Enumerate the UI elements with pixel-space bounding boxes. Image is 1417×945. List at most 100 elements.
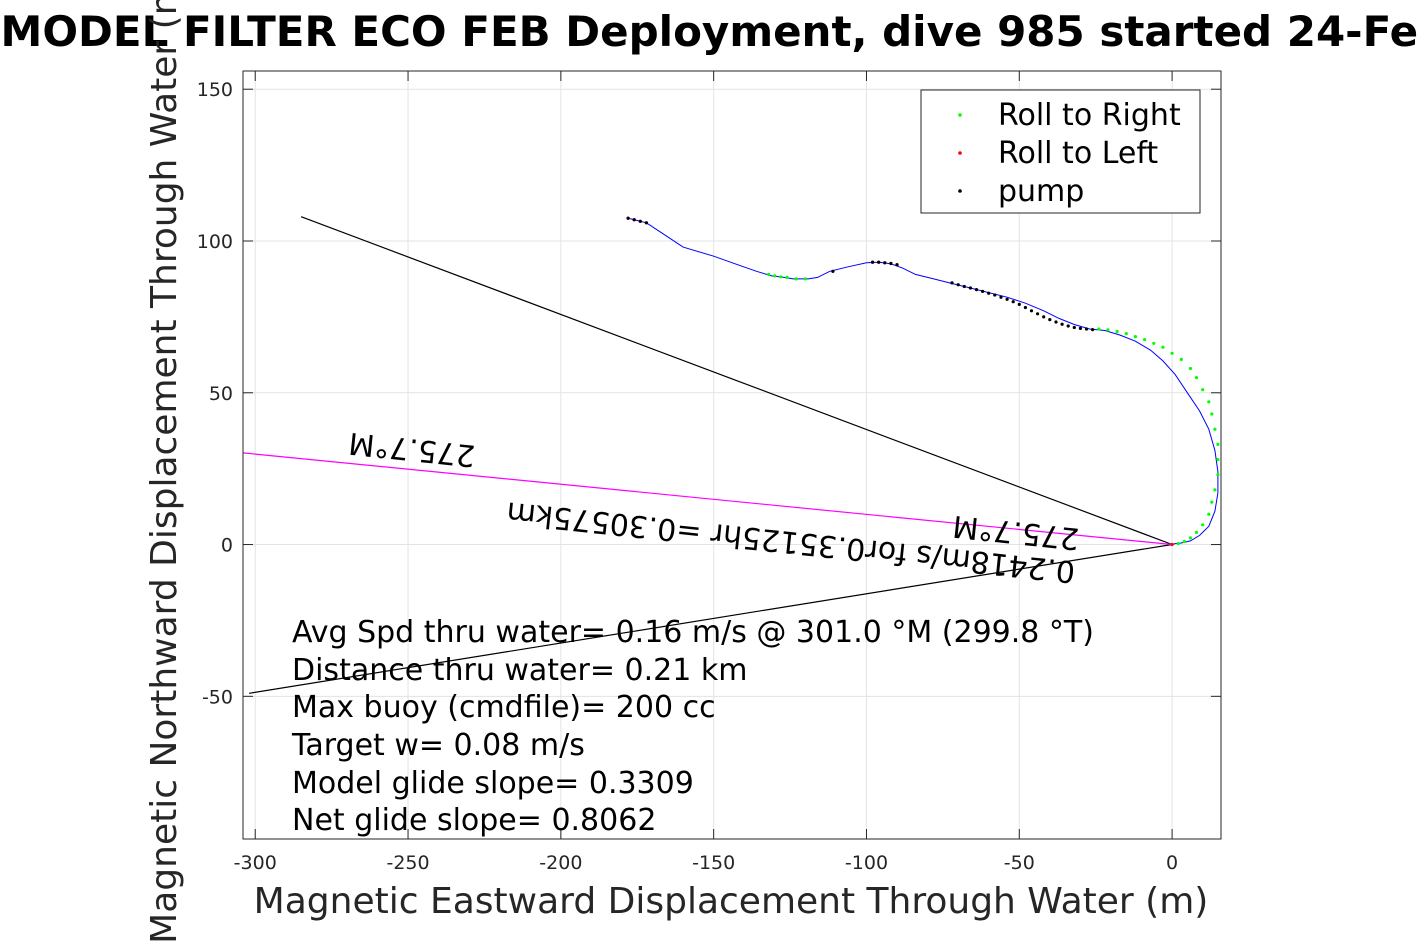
y-tick-label: 0: [221, 535, 233, 557]
x-tick-label: -100: [845, 852, 888, 874]
x-tick-label: -150: [692, 852, 735, 874]
point-roll-to-right: [1106, 328, 1110, 332]
plot-content: [243, 216, 1220, 694]
point-roll-to-right: [1201, 523, 1205, 527]
note-avg-speed: Avg Spd thru water= 0.16 m/s @ 301.0 °M …: [292, 615, 1094, 650]
y-axis-label: Magnetic Northward Displacement Through …: [144, 0, 185, 944]
heading-line: [300, 216, 1173, 546]
point-roll-to-right: [779, 275, 783, 279]
point-pump: [981, 289, 985, 293]
x-tick-label: 0: [1166, 852, 1178, 874]
point-pump: [993, 293, 997, 297]
point-roll-to-right: [1213, 488, 1217, 492]
point-pump: [974, 288, 979, 292]
point-roll-to-right: [1097, 327, 1101, 331]
point-roll-to-right: [1216, 473, 1220, 477]
point-roll-to-right: [1152, 341, 1156, 345]
point-roll-to-left: [1170, 542, 1174, 547]
note-max-buoy: Max buoy (cmdfile)= 200 cc: [292, 690, 716, 725]
point-pump: [1011, 300, 1015, 304]
point-roll-to-right: [1216, 458, 1220, 462]
point-pump: [1036, 312, 1040, 316]
y-tick-label: 100: [197, 231, 233, 253]
x-tick-label: -300: [234, 852, 277, 874]
note-target-w: Target w= 0.08 m/s: [291, 728, 585, 763]
reference-lines: [243, 216, 1173, 694]
point-roll-to-right: [794, 277, 798, 281]
point-roll-to-right: [1188, 366, 1192, 371]
point-pump: [883, 261, 887, 265]
point-pump: [632, 218, 636, 222]
point-pump: [1042, 315, 1046, 319]
legend-box: [920, 89, 1201, 214]
legend-marker-roll-left: [958, 151, 962, 155]
point-pump: [1066, 324, 1070, 328]
point-roll-to-right: [767, 272, 771, 276]
point-pump: [831, 269, 835, 273]
point-roll-to-right: [1179, 357, 1183, 361]
point-roll-to-right: [803, 277, 807, 281]
point-pump: [1084, 327, 1089, 331]
point-pump: [1048, 318, 1052, 322]
point-pump: [1091, 328, 1095, 332]
notes-block: Avg Spd thru water= 0.16 m/s @ 301.0 °M …: [291, 615, 1094, 838]
point-roll-to-right: [785, 275, 789, 279]
point-pump: [999, 295, 1003, 299]
heading-line: [249, 543, 1173, 694]
point-pump: [968, 286, 973, 290]
point-pump: [950, 281, 954, 285]
point-roll-to-right: [1188, 536, 1192, 540]
point-roll-to-right: [773, 274, 777, 278]
plot-frame: [242, 70, 1222, 840]
point-roll-to-right: [1182, 539, 1186, 544]
tick-labels: -300 -250 -200 -150 -100 -50 0 150 100 50 0 -50: [197, 79, 1178, 874]
points-layer: [626, 216, 1220, 547]
legend-label-roll-right: Roll to Right: [998, 98, 1181, 133]
track-line: [627, 217, 1219, 545]
y-tick-label: 150: [197, 79, 233, 101]
point-pump: [889, 261, 893, 266]
y-tick-label: 50: [209, 383, 233, 405]
point-pump: [644, 221, 649, 225]
point-pump: [1072, 325, 1076, 330]
chart-title: SG262 MODEL FILTER ECO FEB Deployment, d…: [0, 7, 1417, 56]
point-roll-to-right: [1124, 332, 1128, 336]
point-roll-to-right: [1161, 345, 1165, 349]
point-roll-to-right: [1170, 351, 1174, 355]
x-tick-label: -200: [539, 852, 582, 874]
point-pump: [638, 219, 642, 223]
point-pump: [987, 291, 991, 295]
point-pump: [1078, 326, 1082, 330]
point-roll-to-right: [1143, 338, 1147, 342]
legend-marker-roll-right: [958, 113, 962, 117]
point-pump: [956, 283, 960, 287]
axis-ticks: [243, 71, 1221, 839]
point-pump: [1054, 320, 1058, 324]
point-roll-to-right: [1210, 412, 1214, 416]
point-roll-to-right: [1194, 530, 1199, 535]
point-roll-to-right: [1210, 500, 1214, 504]
legend-marker-pump: [958, 189, 962, 193]
point-roll-to-right: [1115, 329, 1119, 334]
point-roll-to-right: [1213, 427, 1217, 431]
x-axis-label: Magnetic Eastward Displacement Through W…: [254, 881, 1209, 922]
point-pump: [871, 260, 875, 264]
x-tick-label: -250: [386, 852, 429, 874]
note-model-glide: Model glide slope= 0.3309: [292, 766, 694, 801]
track-layer: [627, 217, 1219, 545]
point-roll-to-right: [1207, 400, 1211, 404]
y-tick-label: -50: [202, 686, 233, 708]
point-roll-to-right: [1216, 442, 1220, 446]
point-pump: [962, 284, 966, 289]
point-pump: [1017, 302, 1021, 306]
point-roll-to-right: [1176, 542, 1180, 546]
point-pump: [1029, 309, 1034, 313]
legend-label-roll-left: Roll to Left: [998, 136, 1158, 171]
point-pump: [626, 216, 630, 220]
note-distance: Distance thru water= 0.21 km: [292, 653, 747, 688]
point-roll-to-right: [1207, 512, 1211, 516]
legend-label-pump: pump: [998, 174, 1084, 209]
point-roll-to-right: [1133, 335, 1137, 339]
point-pump: [1005, 297, 1009, 301]
